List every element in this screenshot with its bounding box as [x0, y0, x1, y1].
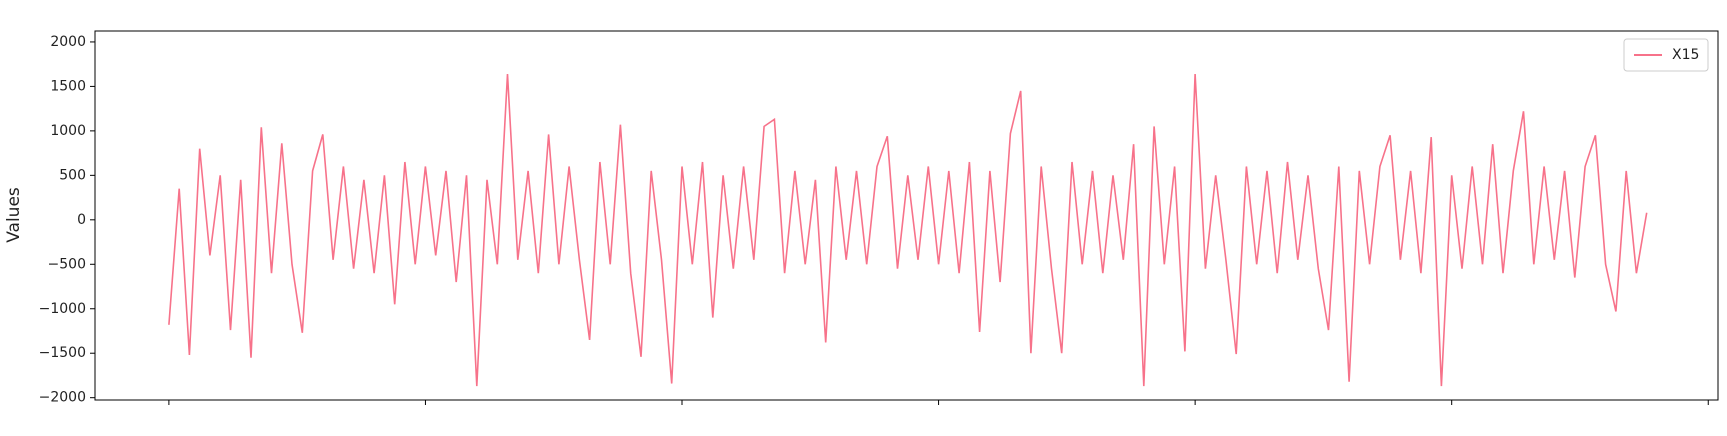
y-axis-label: Values	[4, 187, 24, 243]
legend-label: X15	[1672, 47, 1699, 63]
y-tick-label: −1500	[39, 345, 86, 361]
y-tick-label: 0	[77, 212, 86, 228]
y-tick-label: −500	[48, 256, 86, 272]
y-tick-label: 1500	[50, 78, 86, 94]
line-series	[168, 73, 1648, 387]
y-tick-label: −1000	[39, 301, 86, 317]
y-tick-label: 2000	[50, 34, 86, 50]
y-tick-label: −2000	[39, 390, 86, 406]
legend-box	[1623, 38, 1709, 72]
y-tick-label: 1000	[50, 123, 86, 139]
plot-frame	[94, 30, 1719, 401]
y-tick-label: 500	[59, 167, 86, 183]
